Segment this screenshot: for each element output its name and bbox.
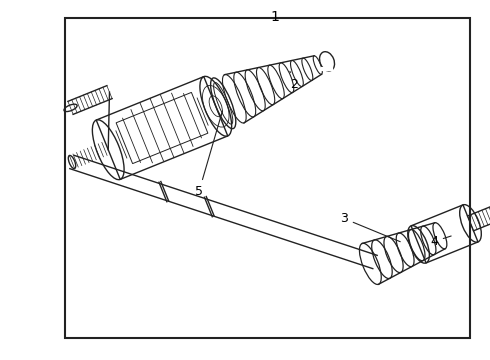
Bar: [65, 18, 470, 338]
Text: 2: 2: [290, 71, 298, 91]
Text: 3: 3: [340, 212, 400, 242]
Text: 1: 1: [270, 10, 279, 24]
Text: 5: 5: [195, 111, 222, 198]
Text: 4: 4: [430, 235, 451, 248]
